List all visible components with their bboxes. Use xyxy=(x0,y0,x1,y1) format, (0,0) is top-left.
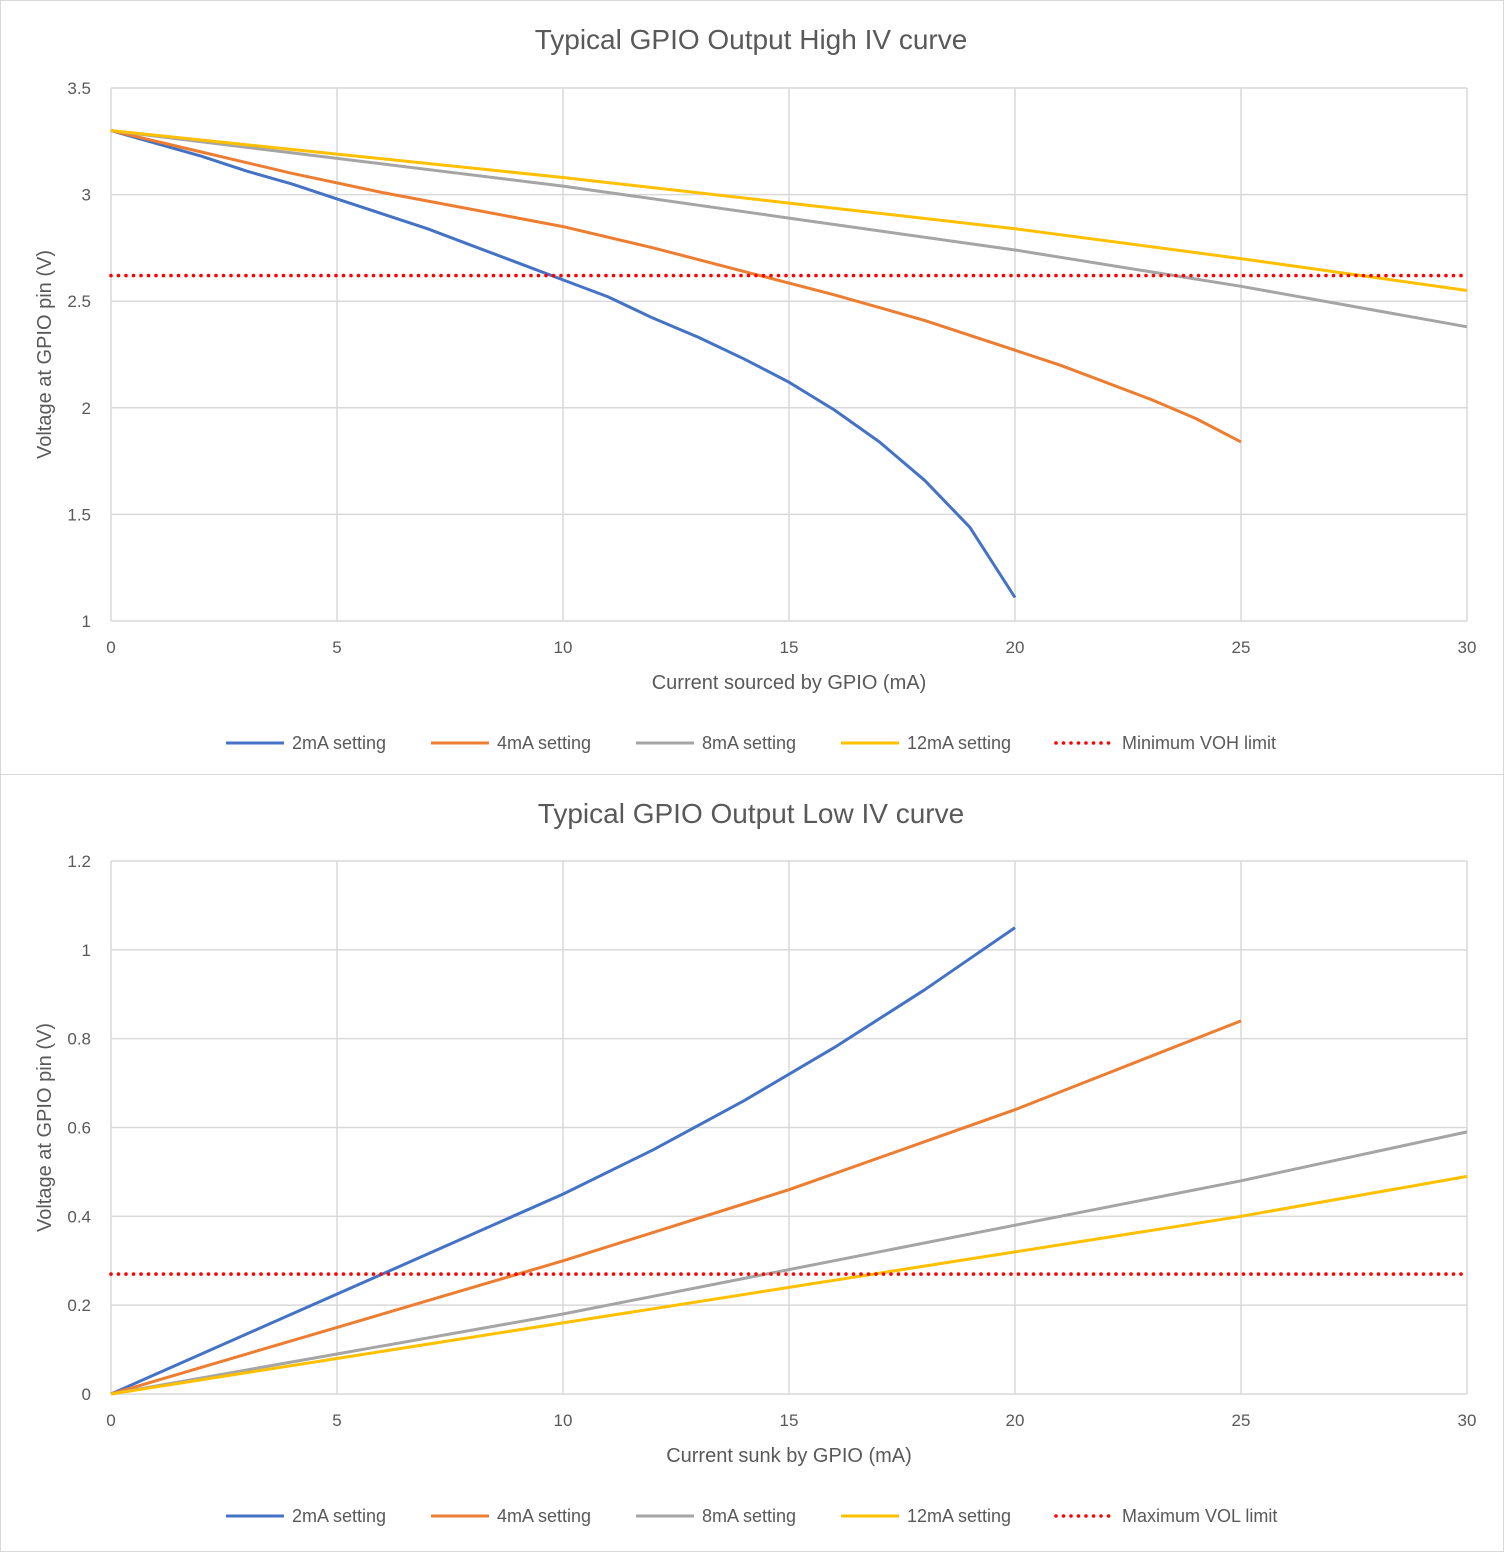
x-tick-label: 20 xyxy=(1006,638,1025,657)
x-tick-label: 15 xyxy=(780,638,799,657)
x-tick-label: 5 xyxy=(332,638,341,657)
x-tick-label: 5 xyxy=(332,1411,341,1430)
chart-title: Typical GPIO Output Low IV curve xyxy=(538,798,964,829)
x-tick-label: 25 xyxy=(1232,638,1251,657)
legend-label: Minimum VOH limit xyxy=(1122,733,1276,753)
y-tick-label: 0.2 xyxy=(67,1296,91,1315)
y-axis-title: Voltage at GPIO pin (V) xyxy=(34,1023,56,1232)
y-tick-label: 0 xyxy=(82,1385,91,1404)
y-tick-label: 3 xyxy=(82,186,91,205)
y-tick-label: 0.8 xyxy=(67,1030,91,1049)
y-tick-label: 0.4 xyxy=(67,1207,91,1226)
series-line-8ma-setting xyxy=(110,129,1468,329)
legend-label: 2mA setting xyxy=(292,733,386,753)
legend-label: 12mA setting xyxy=(907,733,1011,753)
x-tick-label: 15 xyxy=(780,1411,799,1430)
x-axis-title: Current sourced by GPIO (mA) xyxy=(652,672,927,694)
x-tick-label: 30 xyxy=(1458,1411,1477,1430)
legend-label: 4mA setting xyxy=(497,733,591,753)
legend-label: 8mA setting xyxy=(702,1506,796,1526)
y-tick-label: 2.5 xyxy=(67,292,91,311)
series-line-2ma-setting xyxy=(110,926,1016,1396)
y-tick-label: 0.6 xyxy=(67,1119,91,1138)
y-tick-label: 1 xyxy=(82,941,91,960)
series-line-2ma-setting xyxy=(110,129,1017,599)
series-line-12ma-setting xyxy=(110,129,1468,292)
y-axis-title: Voltage at GPIO pin (V) xyxy=(34,250,56,459)
x-tick-label: 0 xyxy=(106,1411,115,1430)
x-tick-label: 0 xyxy=(106,638,115,657)
series-line-4ma-setting xyxy=(110,129,1242,444)
chart-panel-output-low: Typical GPIO Output Low IV curve 0 0.2 0.4 0… xyxy=(0,774,1504,1552)
legend-label: Maximum VOL limit xyxy=(1122,1506,1277,1526)
series-line-12ma-setting xyxy=(110,1174,1468,1396)
chart-output-low: Typical GPIO Output Low IV curve 0 0.2 0.4 0… xyxy=(34,798,1477,1526)
legend-label: 8mA setting xyxy=(702,733,796,753)
series-line-4ma-setting xyxy=(110,1019,1242,1396)
chart-panel-output-high: Typical GPIO Output High IV curve 1 1.5 2 2.… xyxy=(0,0,1504,776)
chart-title: Typical GPIO Output High IV curve xyxy=(535,24,968,55)
y-tick-label: 2 xyxy=(82,399,91,418)
y-tick-label: 1 xyxy=(82,612,91,631)
legend-label: 4mA setting xyxy=(497,1506,591,1526)
x-tick-label: 20 xyxy=(1006,1411,1025,1430)
x-tick-label: 25 xyxy=(1232,1411,1251,1430)
x-tick-label: 10 xyxy=(554,638,573,657)
y-tick-label: 3.5 xyxy=(67,79,91,98)
x-axis-title: Current sunk by GPIO (mA) xyxy=(666,1445,912,1467)
chart-output-high: Typical GPIO Output High IV curve 1 1.5 2 2.… xyxy=(34,24,1477,753)
y-tick-label: 1.5 xyxy=(67,505,91,524)
y-tick-label: 1.2 xyxy=(67,852,91,871)
legend-label: 12mA setting xyxy=(907,1506,1011,1526)
series-line-8ma-setting xyxy=(110,1130,1468,1396)
x-tick-label: 10 xyxy=(554,1411,573,1430)
x-tick-label: 30 xyxy=(1458,638,1477,657)
legend-label: 2mA setting xyxy=(292,1506,386,1526)
